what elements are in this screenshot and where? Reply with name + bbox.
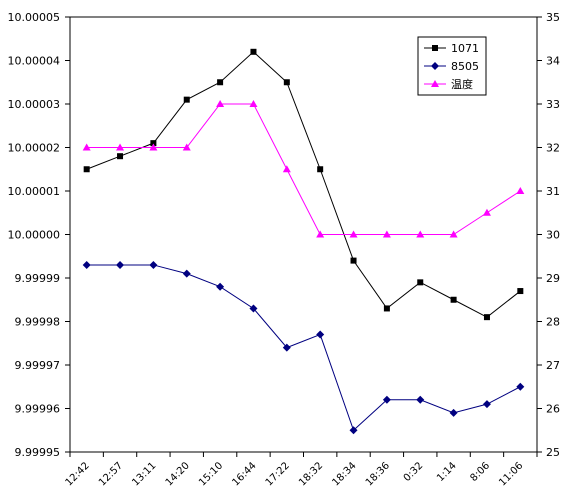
legend-swatch-marker xyxy=(432,45,438,51)
data-point xyxy=(183,96,190,103)
series-layer xyxy=(82,48,525,435)
right-tick-label: 34 xyxy=(546,55,560,68)
data-point xyxy=(116,260,125,269)
x-axis-ticks: 12:42 12:57 13:11 14:20 15:10 16:44 17:22 18:32… xyxy=(64,452,538,489)
data-point xyxy=(516,382,525,391)
x-tick-label: 14:20 xyxy=(164,460,192,488)
legend-swatch-marker xyxy=(431,80,439,87)
data-point xyxy=(82,143,91,151)
x-tick-label: 11:06 xyxy=(497,460,525,488)
legend-swatch-marker xyxy=(431,62,439,70)
data-point xyxy=(117,153,124,160)
right-tick-label: 29 xyxy=(546,272,560,285)
left-tick-label: 9.99998 xyxy=(15,316,61,329)
data-point xyxy=(182,269,191,278)
series-0 xyxy=(83,48,524,321)
data-point xyxy=(149,260,158,269)
data-point xyxy=(182,143,191,151)
x-tick-label: 13:11 xyxy=(130,460,158,488)
data-point xyxy=(450,296,457,303)
data-point xyxy=(150,140,157,147)
data-point xyxy=(483,314,490,321)
x-tick-label: 18:36 xyxy=(364,460,392,488)
data-point xyxy=(316,230,325,238)
right-tick-label: 28 xyxy=(546,316,560,329)
left-tick-label: 10.00001 xyxy=(8,185,61,198)
right-tick-label: 26 xyxy=(546,403,560,416)
data-point xyxy=(283,79,290,86)
x-tick-label: 17:22 xyxy=(264,460,292,488)
x-tick-label: 15:10 xyxy=(197,460,225,488)
data-point xyxy=(116,143,125,151)
data-point xyxy=(82,260,91,269)
left-tick-label: 9.99999 xyxy=(15,272,61,285)
data-point xyxy=(149,143,158,151)
left-tick-label: 9.99995 xyxy=(15,446,61,459)
left-tick-label: 10.00004 xyxy=(8,55,61,68)
data-point xyxy=(517,288,524,295)
legend: 1071 8505 温度 xyxy=(417,36,487,96)
data-point xyxy=(382,230,391,238)
right-tick-label: 30 xyxy=(546,229,560,242)
data-point xyxy=(216,282,225,291)
x-tick-label: 1:14 xyxy=(435,460,459,484)
data-point xyxy=(383,305,390,312)
x-tick-label: 0:32 xyxy=(402,460,426,484)
series-line xyxy=(86,51,521,318)
x-tick-label: 18:34 xyxy=(330,460,358,488)
left-tick-label: 9.99996 xyxy=(15,403,61,416)
series-1 xyxy=(82,260,525,435)
data-point xyxy=(416,395,425,404)
data-point xyxy=(282,343,291,352)
data-point xyxy=(250,48,257,55)
data-point xyxy=(317,166,324,173)
data-point xyxy=(83,166,90,173)
data-point xyxy=(217,79,224,86)
data-point xyxy=(417,279,424,286)
series-2 xyxy=(82,100,525,238)
data-point xyxy=(249,304,258,313)
right-tick-label: 31 xyxy=(546,185,560,198)
data-point xyxy=(516,187,525,194)
data-point xyxy=(482,400,491,409)
data-point xyxy=(349,426,358,435)
right-tick-label: 25 xyxy=(546,446,560,459)
x-tick-label: 12:57 xyxy=(97,460,125,488)
data-point xyxy=(249,100,258,107)
legend-item: 8505 xyxy=(424,60,479,73)
right-tick-label: 33 xyxy=(546,98,560,111)
right-tick-label: 35 xyxy=(546,11,560,24)
x-tick-label: 8:06 xyxy=(468,460,492,484)
data-point xyxy=(449,230,458,238)
series-line xyxy=(86,264,521,432)
left-tick-label: 10.00000 xyxy=(8,229,61,242)
legend-label: 温度 xyxy=(451,77,473,91)
data-point xyxy=(482,208,491,216)
data-point xyxy=(449,408,458,417)
data-point xyxy=(216,100,225,107)
x-tick-label: 18:32 xyxy=(297,460,325,488)
series-line xyxy=(86,103,521,235)
left-tick-label: 10.00003 xyxy=(8,98,61,111)
left-tick-label: 10.00002 xyxy=(8,142,61,155)
legend-item: 1071 xyxy=(424,42,479,55)
data-point xyxy=(350,257,357,264)
legend-label: 8505 xyxy=(451,60,479,73)
left-tick-label: 9.99997 xyxy=(15,359,61,372)
right-tick-label: 27 xyxy=(546,359,560,372)
right-tick-label: 32 xyxy=(546,142,560,155)
data-point xyxy=(282,165,291,173)
x-tick-label: 12:42 xyxy=(64,460,92,488)
legend-item: 温度 xyxy=(424,77,473,91)
data-point xyxy=(382,395,391,404)
left-axis-ticks: 10.00005 10.00004 10.00003 10.00002 10.00001… xyxy=(8,11,70,459)
left-tick-label: 10.00005 xyxy=(8,11,61,24)
data-point xyxy=(316,330,325,339)
data-point xyxy=(416,230,425,238)
x-tick-label: 16:44 xyxy=(230,460,258,488)
data-point xyxy=(349,230,358,238)
legend-label: 1071 xyxy=(451,42,479,55)
right-axis-ticks: 35 34 33 32 31 30 29 28 27 26 25 xyxy=(537,11,560,459)
